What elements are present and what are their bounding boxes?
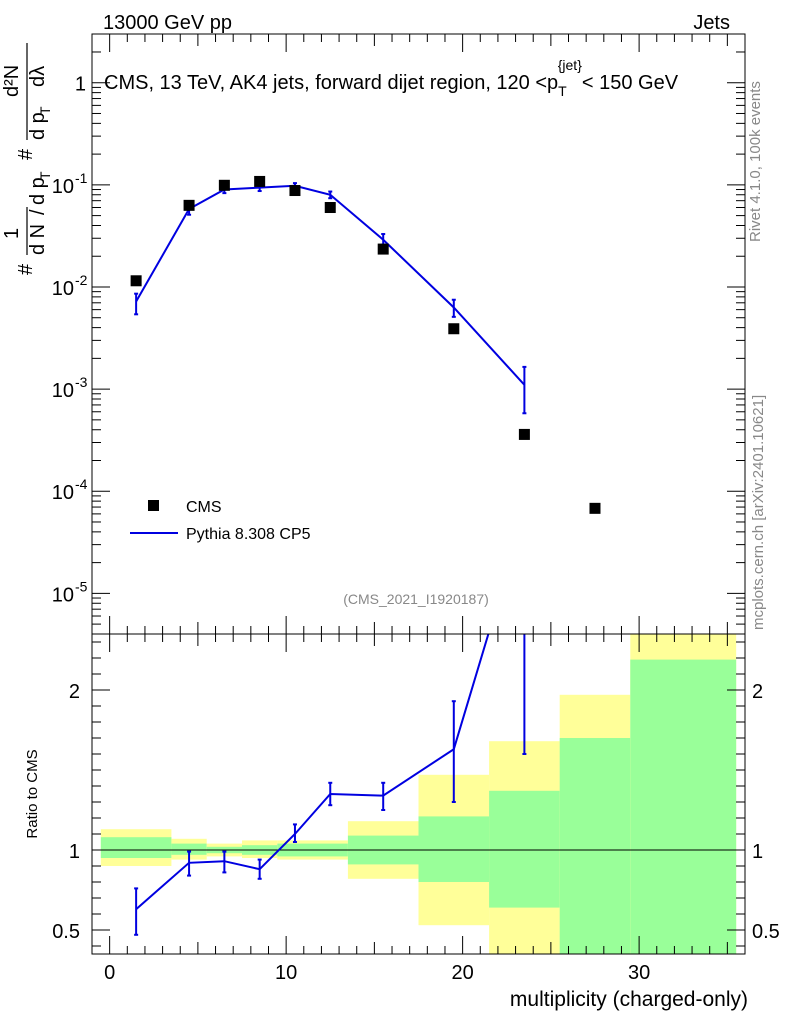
- title-sub: T: [558, 83, 567, 99]
- ratio-ytick-label-right: 1: [752, 841, 763, 863]
- ratio-xtick-label: 20: [451, 962, 473, 984]
- legend-cms-marker: [148, 500, 159, 511]
- band-inner: [630, 659, 737, 954]
- main-ytick-label: 10: [52, 482, 74, 504]
- main-frame: [91, 33, 746, 635]
- ylabel-d2N: d²N: [1, 65, 23, 97]
- main-ticks: [92, 33, 745, 635]
- band-inner: [171, 843, 207, 855]
- main-ytick-exponent: -3: [75, 374, 88, 390]
- main-series-mc: [134, 182, 527, 415]
- ratio-ytick-label-right: 2: [752, 681, 763, 703]
- band-inner: [489, 790, 560, 908]
- cms-data-point: [324, 202, 336, 214]
- title-sup: {jet}: [558, 57, 582, 73]
- cms-data-point: [218, 179, 230, 191]
- ratio-xtick-labels: 0 10 20 30: [104, 962, 650, 984]
- legend-pythia-label: Pythia 8.308 CP5: [186, 526, 311, 543]
- main-ytick-exponent: -1: [75, 170, 88, 186]
- cms-data-point: [589, 502, 601, 514]
- ratio-bands: [100, 634, 737, 954]
- ratio-xtick-label: 10: [275, 962, 297, 984]
- ylabel-T-1: T: [37, 171, 53, 180]
- cms-data-point: [254, 175, 266, 187]
- main-title: CMS, 13 TeV, AK4 jets, forward dijet reg…: [104, 57, 679, 99]
- ylabel-dpTdl: d p: [27, 112, 49, 140]
- ratio-ytick-label: 0.5: [52, 921, 80, 943]
- cms-data-point: [448, 323, 460, 335]
- ratio-xtick-label: 0: [104, 962, 115, 984]
- x-axis-label: multiplicity (charged-only): [510, 988, 748, 1011]
- main-ytick-label: 10: [52, 176, 74, 198]
- band-inner: [100, 837, 172, 858]
- legend: CMS Pythia 8.308 CP5: [130, 499, 311, 543]
- ylabel-slash: /: [27, 209, 49, 215]
- header-jets-label: Jets: [693, 12, 730, 34]
- main-ytick-label: 10: [52, 278, 74, 300]
- main-ytick-label: 1: [75, 74, 86, 96]
- mcplots-url-label: mcplots.cern.ch [arXiv:2401.10621]: [750, 395, 767, 630]
- band-inner: [418, 816, 490, 882]
- ratio-ytick-label: 1: [69, 841, 80, 863]
- main-ytick-label: 10: [52, 584, 74, 606]
- ratio-series-mc: [134, 634, 527, 936]
- ratio-ticks: [92, 634, 745, 954]
- cms-data-point: [377, 243, 389, 255]
- main-ylabel: # 1 d N / d p T # d²N d p T dλ: [1, 43, 53, 275]
- ratio-ylabel: Ratio to CMS: [24, 749, 41, 838]
- rivet-version-label: Rivet 4.1.0, 100k events: [747, 81, 764, 242]
- ylabel-hash-2: #: [15, 148, 37, 160]
- main-ytick-exponent: -5: [75, 578, 88, 594]
- ratio-frame: [91, 633, 746, 955]
- cms-data-point: [183, 199, 195, 211]
- cms-data-point: [518, 428, 530, 440]
- ratio-ytick-label: 2: [69, 681, 80, 703]
- ratio-xtick-label: 30: [628, 962, 650, 984]
- analysis-id-label: (CMS_2021_I1920187): [343, 591, 489, 607]
- ylabel-dl: dλ: [27, 66, 49, 87]
- band-inner: [559, 738, 631, 954]
- main-ytick-exponent: -2: [75, 272, 88, 288]
- cms-data-point: [130, 275, 142, 287]
- title-tail: < 150 GeV: [582, 72, 679, 94]
- ylabel-T-2: T: [37, 106, 53, 115]
- mc-line: [135, 184, 526, 386]
- ratio-panel: 0.5 0.5 1 1 2 2 0 10 20 30 Ratio to CMS multipli…: [24, 633, 780, 1011]
- main-ytick-exponent: -4: [75, 476, 88, 492]
- main-series-data: [130, 175, 601, 514]
- ylabel-one: 1: [1, 228, 23, 239]
- ratio-ytick-labels: 0.5 0.5 1 1 2 2: [52, 681, 780, 943]
- main-panel: 10 -510 -410 -310 -210 -11 CMS, 13 TeV, AK4 j…: [1, 33, 746, 635]
- ylabel-dpT: d p: [27, 177, 49, 205]
- legend-cms-label: CMS: [186, 499, 222, 516]
- ratio-ytick-label-right: 0.5: [752, 921, 780, 943]
- main-ytick-labels: 10 -510 -410 -310 -210 -11: [52, 74, 88, 607]
- ylabel-dN: d N: [27, 224, 49, 255]
- ylabel-hash-1: #: [15, 263, 37, 275]
- cms-data-point: [289, 185, 301, 197]
- main-ytick-label: 10: [52, 380, 74, 402]
- header-energy-label: 13000 GeV pp: [103, 12, 232, 34]
- title-main: CMS, 13 TeV, AK4 jets, forward dijet reg…: [104, 72, 558, 94]
